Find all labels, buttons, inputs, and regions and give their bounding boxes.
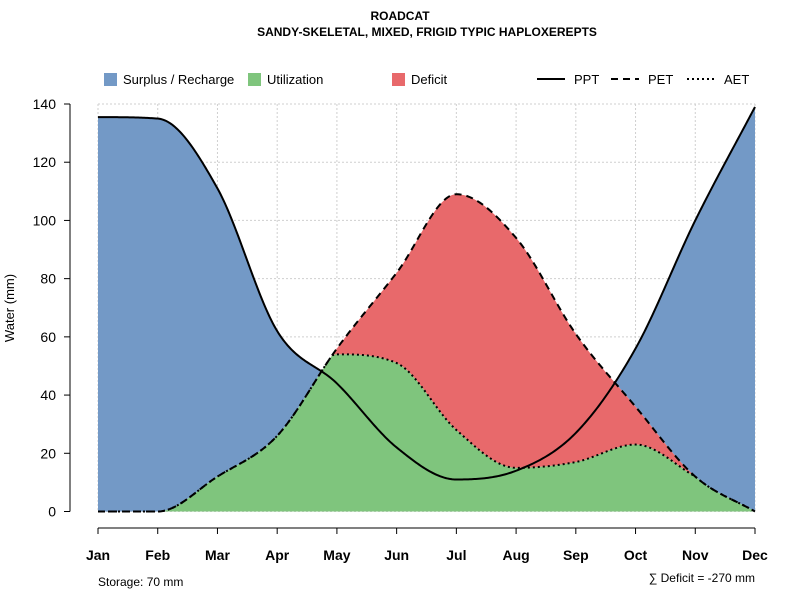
x-tick-label: Jun [384,547,409,563]
y-tick-label: 0 [48,504,56,520]
x-tick-label: Dec [742,547,768,563]
area-surplus-recharge [98,106,755,512]
axes: 0 20 40 60 80 100 120 140 Jan Feb Mar Apr May Jun Jul A… [33,96,768,563]
area-utilization [98,354,755,512]
legend-label-surplus: Surplus / Recharge [123,72,234,87]
area-deficit [98,194,755,512]
y-tick-label: 120 [33,154,57,170]
x-tick-label: Feb [145,547,170,563]
y-tick-label: 40 [40,387,56,403]
area-utilization-base [98,371,755,512]
x-tick-label: May [323,547,350,563]
y-tick-label: 100 [33,212,57,228]
line-pet [98,193,756,513]
x-tick-label: Apr [265,547,290,563]
line-aet [98,353,756,513]
x-tick-label: Aug [502,547,529,563]
legend: Surplus / Recharge Utilization Deficit P… [104,72,749,87]
legend-swatch-surplus [104,73,117,86]
y-tick-label: 20 [40,445,56,461]
x-tick-label: Oct [624,547,648,563]
x-tick-label: Sep [563,547,589,563]
x-tick-label: Jul [446,547,466,563]
x-tick-label: Nov [682,547,709,563]
storage-note: Storage: 70 mm [98,575,183,589]
series-lines [98,106,756,513]
deficit-note: ∑ Deficit = -270 mm [649,571,755,585]
x-tick-label: Mar [205,547,230,563]
legend-label-ppt: PPT [574,72,599,87]
legend-label-aet: AET [724,72,749,87]
line-ppt [98,106,756,481]
y-tick-label: 60 [40,329,56,345]
x-tick-label: Jan [86,547,110,563]
y-axis-label: Water (mm) [2,274,17,342]
legend-label-deficit: Deficit [411,72,448,87]
chart-subtitle: SANDY-SKELETAL, MIXED, FRIGID TYPIC HAPL… [257,25,597,39]
legend-label-utilization: Utilization [267,72,323,87]
legend-label-pet: PET [648,72,673,87]
y-tick-label: 80 [40,271,56,287]
y-tick-label: 140 [33,96,57,112]
legend-swatch-deficit [392,73,405,86]
chart-title: ROADCAT [370,9,430,23]
legend-swatch-utilization [248,73,261,86]
areas [98,106,755,512]
